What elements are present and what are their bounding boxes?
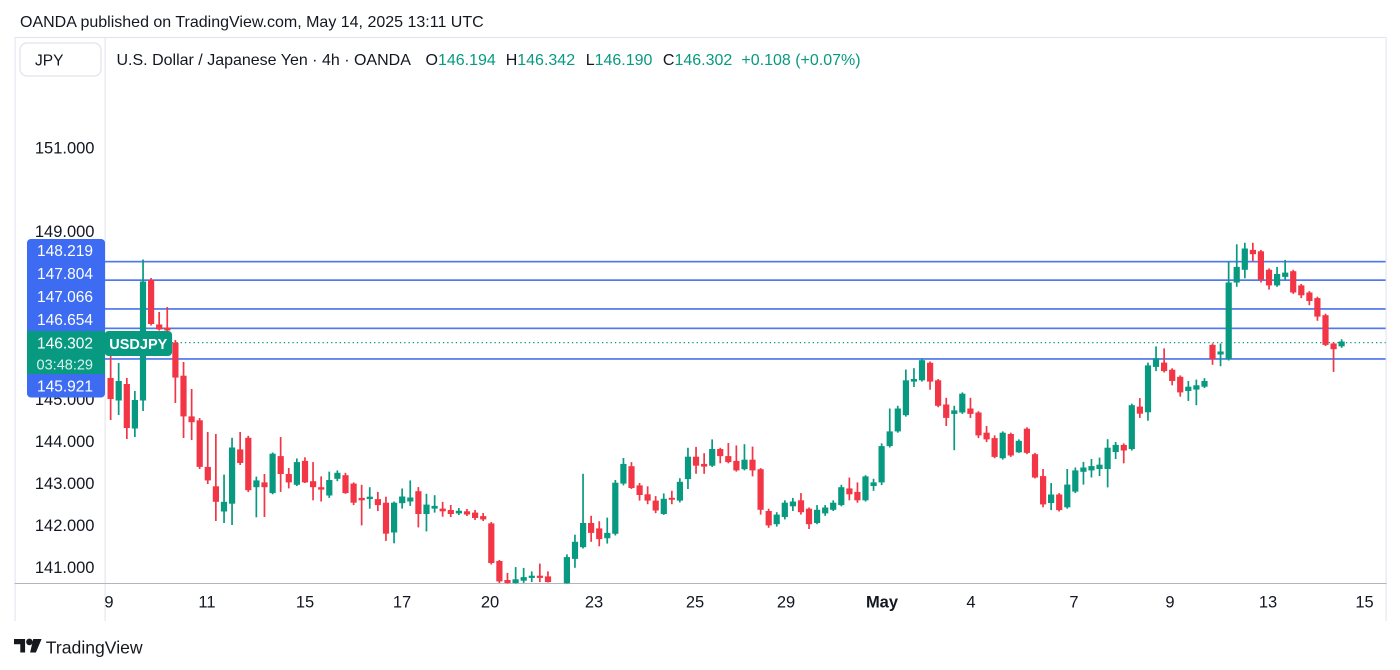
svg-text:03:48:29: 03:48:29 bbox=[37, 358, 93, 374]
svg-text:148.219: 148.219 bbox=[37, 243, 93, 260]
svg-text:JPY: JPY bbox=[35, 53, 63, 70]
svg-text:17: 17 bbox=[393, 594, 411, 612]
svg-text:13: 13 bbox=[1259, 594, 1277, 612]
svg-text:15: 15 bbox=[1355, 594, 1373, 612]
svg-text:+0.108 (+0.07%): +0.108 (+0.07%) bbox=[741, 52, 860, 69]
svg-text:25: 25 bbox=[686, 594, 704, 612]
svg-text:USDJPY: USDJPY bbox=[109, 337, 167, 353]
svg-text:11: 11 bbox=[198, 594, 215, 612]
svg-text:23: 23 bbox=[585, 594, 603, 612]
svg-text:146.654: 146.654 bbox=[37, 312, 93, 329]
svg-text:15: 15 bbox=[296, 594, 314, 612]
svg-text:L146.190: L146.190 bbox=[586, 52, 653, 69]
svg-text:149.000: 149.000 bbox=[35, 223, 95, 241]
svg-text:147.804: 147.804 bbox=[37, 266, 93, 283]
svg-text:4: 4 bbox=[966, 594, 975, 612]
svg-text:151.000: 151.000 bbox=[35, 140, 95, 158]
svg-text:TradingView: TradingView bbox=[46, 638, 143, 658]
svg-text:146.302: 146.302 bbox=[37, 336, 93, 353]
svg-text:O146.194: O146.194 bbox=[426, 52, 496, 69]
svg-text:142.000: 142.000 bbox=[35, 517, 95, 535]
svg-text:9: 9 bbox=[1165, 594, 1174, 612]
svg-text:20: 20 bbox=[481, 594, 499, 612]
svg-text:147.066: 147.066 bbox=[37, 289, 93, 306]
svg-text:OANDA published on TradingView: OANDA published on TradingView.com, May … bbox=[20, 14, 484, 31]
svg-text:143.000: 143.000 bbox=[35, 475, 95, 493]
svg-text:U.S. Dollar / Japanese Yen · 4: U.S. Dollar / Japanese Yen · 4h · OANDA bbox=[117, 52, 412, 69]
svg-text:145.921: 145.921 bbox=[37, 379, 93, 396]
svg-text:29: 29 bbox=[777, 594, 795, 612]
svg-text:C146.302: C146.302 bbox=[663, 52, 733, 69]
svg-text:144.000: 144.000 bbox=[35, 433, 95, 451]
svg-text:9: 9 bbox=[104, 594, 113, 612]
svg-text:May: May bbox=[866, 594, 899, 612]
svg-text:141.000: 141.000 bbox=[35, 559, 95, 577]
svg-text:7: 7 bbox=[1069, 594, 1078, 612]
svg-text:H146.342: H146.342 bbox=[506, 52, 576, 69]
